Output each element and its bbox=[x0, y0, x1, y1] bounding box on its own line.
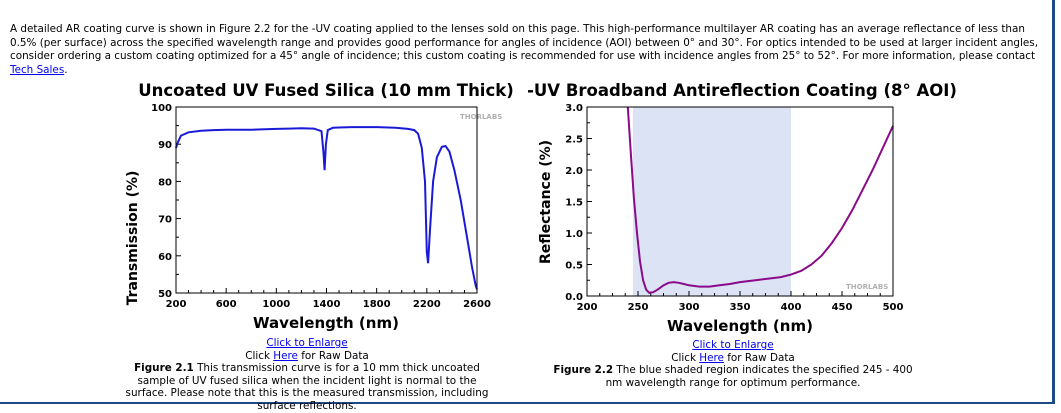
y-tick-label: 1.0 bbox=[565, 229, 583, 240]
y-tick-label: 90 bbox=[158, 140, 172, 151]
intro-end: . bbox=[64, 63, 68, 76]
x-tick-label: 250 bbox=[628, 302, 649, 313]
x-tick-label: 500 bbox=[883, 302, 904, 313]
x-tick-label: 1800 bbox=[363, 299, 391, 310]
chart-reflectance[interactable]: -UV Broadband Antireflection Coating (8°… bbox=[527, 78, 957, 338]
y-tick-label: 100 bbox=[151, 103, 172, 114]
chart-reflectance-svg: -UV Broadband Antireflection Coating (8°… bbox=[527, 81, 957, 335]
raw-data-link[interactable]: Here bbox=[273, 349, 298, 362]
figure-2-2-caption-block: Click to Enlarge Click Here for Raw Data… bbox=[548, 339, 918, 389]
intro-paragraph: A detailed AR coating curve is shown in … bbox=[10, 23, 1040, 77]
reflectance-curve bbox=[626, 106, 894, 294]
y-tick-label: 60 bbox=[158, 252, 172, 263]
x-tick-label: 1000 bbox=[262, 299, 290, 310]
y-tick-label: 2.0 bbox=[565, 166, 583, 177]
x-tick-label: 350 bbox=[730, 302, 751, 313]
chart-title: Uncoated UV Fused Silica (10 mm Thick) bbox=[138, 81, 514, 100]
x-tick-label: 400 bbox=[781, 302, 802, 313]
x-tick-label: 2200 bbox=[413, 299, 441, 310]
x-tick-label: 1400 bbox=[313, 299, 341, 310]
click-to-enlarge-link[interactable]: Click to Enlarge bbox=[692, 339, 774, 351]
page-frame bbox=[0, 0, 1055, 404]
x-tick-label: 450 bbox=[832, 302, 853, 313]
x-tick-label: 300 bbox=[679, 302, 700, 313]
x-axis-label: Wavelength (nm) bbox=[667, 317, 813, 335]
y-tick-label: 3.0 bbox=[565, 103, 583, 114]
specified-range-shading bbox=[632, 107, 791, 296]
y-tick-label: 80 bbox=[158, 177, 172, 188]
figure-2-1-caption-block: Click to Enlarge Click Here for Raw Data… bbox=[122, 337, 492, 413]
figure-caption: The blue shaded region indicates the spe… bbox=[605, 364, 913, 389]
x-tick-label: 200 bbox=[166, 299, 187, 310]
y-tick-label: 1.5 bbox=[565, 198, 583, 209]
transmission-curve bbox=[175, 126, 478, 290]
figure-label: Figure 2.1 bbox=[134, 362, 194, 375]
raw-data-pre: Click bbox=[245, 349, 274, 362]
figure-label: Figure 2.2 bbox=[553, 364, 614, 377]
x-tick-label: 600 bbox=[216, 299, 237, 310]
x-tick-label: 200 bbox=[577, 302, 598, 313]
thorlabs-watermark: THORLABS bbox=[846, 283, 888, 291]
y-axis-label: Reflectance (%) bbox=[538, 140, 554, 264]
intro-text: A detailed AR coating curve is shown in … bbox=[10, 23, 1038, 62]
chart-title: -UV Broadband Antireflection Coating (8°… bbox=[527, 81, 957, 100]
raw-data-link[interactable]: Here bbox=[699, 351, 724, 364]
x-axis-label: Wavelength (nm) bbox=[253, 314, 399, 332]
thorlabs-watermark: THORLABS bbox=[460, 113, 502, 121]
click-to-enlarge-link[interactable]: Click to Enlarge bbox=[266, 337, 348, 349]
y-tick-label: 0.0 bbox=[565, 292, 583, 303]
x-tick-label: 2600 bbox=[463, 299, 491, 310]
raw-data-post: for Raw Data bbox=[723, 351, 795, 364]
chart-transmission[interactable]: Uncoated UV Fused Silica (10 mm Thick) T… bbox=[120, 78, 514, 338]
plot-frame bbox=[586, 106, 894, 297]
raw-data-pre: Click bbox=[671, 351, 700, 364]
raw-data-post: for Raw Data bbox=[297, 349, 369, 362]
y-tick-label: 0.5 bbox=[565, 261, 583, 272]
y-tick-label: 2.5 bbox=[565, 135, 583, 146]
y-tick-label: 70 bbox=[158, 215, 172, 226]
y-axis-label: Transmission (%) bbox=[125, 171, 141, 306]
tech-sales-link[interactable]: Tech Sales bbox=[10, 63, 65, 76]
plot-frame bbox=[175, 106, 478, 294]
y-tick-label: 50 bbox=[158, 289, 172, 300]
chart-transmission-svg: Uncoated UV Fused Silica (10 mm Thick) T… bbox=[125, 81, 514, 332]
